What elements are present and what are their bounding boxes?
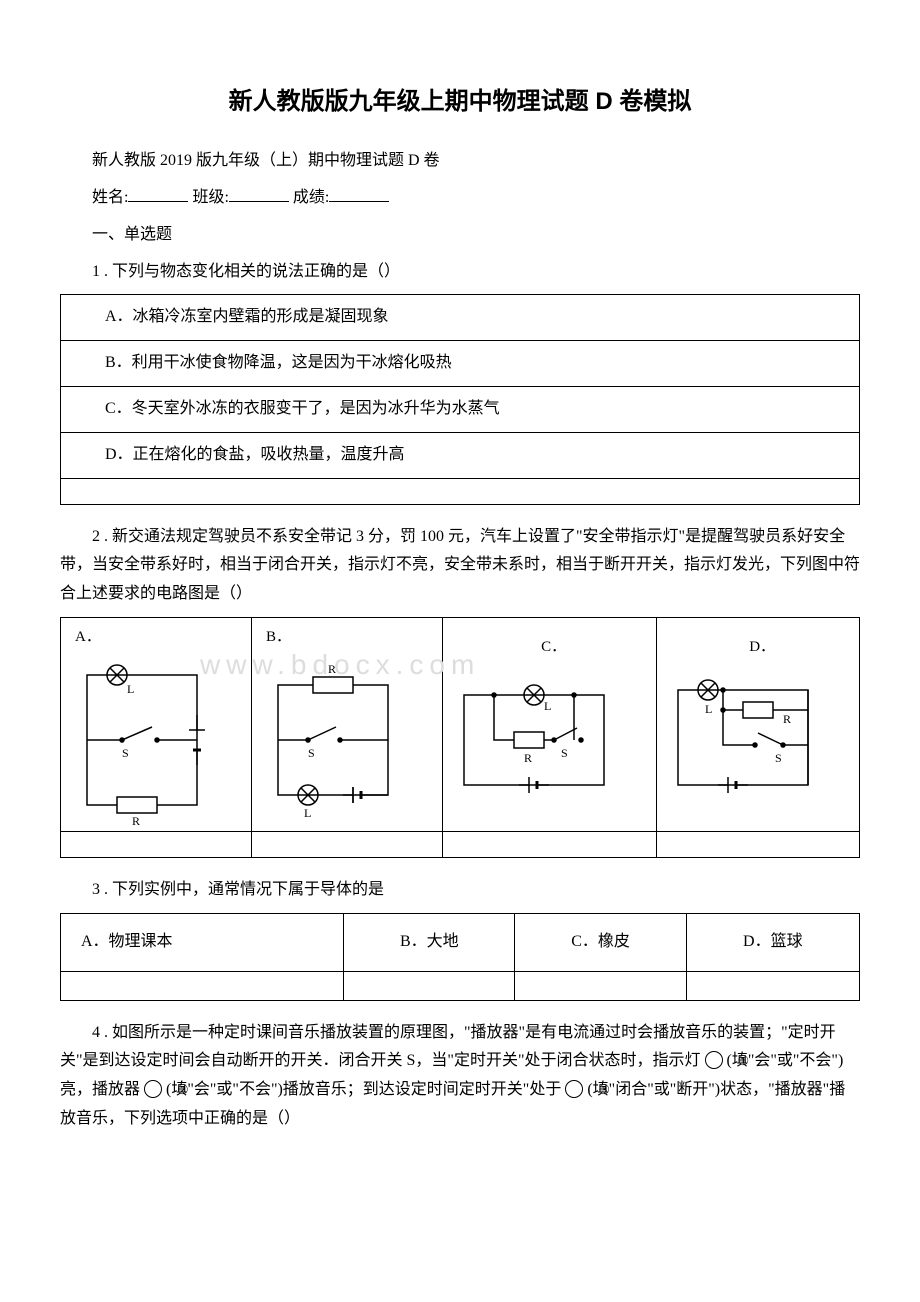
circled-3: ③ [565, 1080, 583, 1098]
q1-empty [61, 478, 860, 504]
q4-part3: (填"会"或"不会")播放音乐；到达设定时间定时开关"处于 [166, 1081, 565, 1098]
circuit-diagram-c: L R S [449, 665, 619, 815]
q3-option-d: D．篮球 [686, 913, 859, 971]
class-blank[interactable] [229, 186, 289, 202]
q1-option-b: B．利用干冰使食物降温，这是因为干冰熔化吸热 [61, 341, 860, 387]
svg-text:L: L [705, 702, 712, 716]
section-heading: 一、单选题 [60, 221, 860, 250]
svg-text:L: L [544, 699, 551, 713]
q3-option-c: C．橡皮 [515, 913, 686, 971]
q3-option-b: B．大地 [344, 913, 515, 971]
q1-option-d: D．正在熔化的食盐，吸收热量，温度升高 [61, 432, 860, 478]
q2-e3 [442, 831, 656, 857]
score-blank[interactable] [329, 186, 389, 202]
svg-text:S: S [561, 746, 568, 760]
svg-text:R: R [328, 662, 336, 676]
student-info: 姓名: 班级: 成绩: [60, 184, 860, 213]
q3-options-table: A．物理课本 B．大地 C．橡皮 D．篮球 [60, 913, 860, 1001]
q2-cell-d: D． L R [657, 617, 860, 831]
svg-text:S: S [308, 746, 315, 760]
svg-text:R: R [783, 712, 791, 726]
q3-e1 [61, 971, 344, 1000]
q1-option-a: A．冰箱冷冻室内壁霜的形成是凝固现象 [61, 295, 860, 341]
circled-2: ② [144, 1080, 162, 1098]
page-title: 新人教版版九年级上期中物理试题 D 卷模拟 [60, 80, 860, 123]
q2-e1 [61, 831, 252, 857]
q4-stem: 4 . 如图所示是一种定时课间音乐播放装置的原理图，"播放器"是有电流通过时会播… [60, 1019, 860, 1134]
q2-label-b: B． [258, 624, 291, 651]
q3-e2 [344, 971, 515, 1000]
q2-label-a: A． [67, 624, 101, 651]
svg-text:L: L [127, 682, 134, 696]
q1-option-c: C．冬天室外冰冻的衣服变干了，是因为冰升华为水蒸气 [61, 386, 860, 432]
circuit-diagram-d: L R S [663, 665, 823, 815]
q1-options-table: A．冰箱冷冻室内壁霜的形成是凝固现象 B．利用干冰使食物降温，这是因为干冰熔化吸… [60, 294, 860, 504]
q2-label-c: C． [533, 634, 566, 661]
name-blank[interactable] [128, 186, 188, 202]
q2-cell-a: A． L S R [61, 617, 252, 831]
class-label: 班级: [192, 189, 228, 206]
q2-cell-b: B． R S L [251, 617, 442, 831]
q3-e3 [515, 971, 686, 1000]
q2-e4 [657, 831, 860, 857]
q3-stem: 3 . 下列实例中，通常情况下属于导体的是 [60, 876, 860, 905]
q2-cell-c: C． L R [442, 617, 656, 831]
q3-e4 [686, 971, 859, 1000]
q2-label-d: D． [741, 634, 775, 661]
q2-e2 [251, 831, 442, 857]
svg-text:R: R [524, 751, 532, 765]
q2-stem: 2 . 新交通法规定驾驶员不系安全带记 3 分，罚 100 元，汽车上设置了"安… [60, 523, 860, 609]
svg-text:S: S [775, 751, 782, 765]
q3-option-a: A．物理课本 [61, 913, 344, 971]
circuit-diagram-a: L S R [67, 655, 217, 825]
circled-1: ① [705, 1051, 723, 1069]
name-label: 姓名: [92, 189, 128, 206]
subtitle: 新人教版 2019 版九年级（上）期中物理试题 D 卷 [60, 147, 860, 176]
svg-text:L: L [304, 806, 311, 820]
svg-text:R: R [132, 814, 140, 825]
svg-text:S: S [122, 746, 129, 760]
circuit-diagram-b: R S L [258, 655, 408, 825]
q2-circuits-table: A． L S R [60, 617, 860, 858]
score-label: 成绩: [293, 189, 329, 206]
q1-stem: 1 . 下列与物态变化相关的说法正确的是（） [60, 258, 860, 287]
